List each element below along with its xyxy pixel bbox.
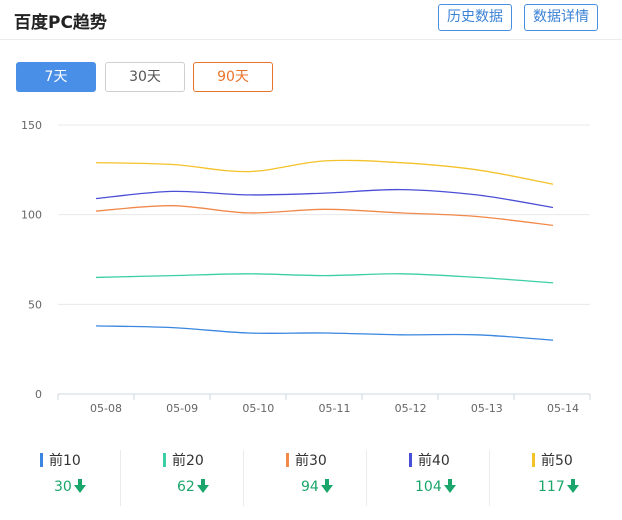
legend-item-top50: 前50 117	[532, 446, 612, 508]
legend-value-number: 104	[415, 479, 442, 495]
x-tick-label: 05-11	[319, 402, 351, 415]
x-tick-label: 05-13	[471, 402, 503, 415]
legend-value-number: 94	[301, 479, 319, 495]
legend-divider	[120, 450, 121, 506]
legend-color-swatch	[163, 453, 166, 467]
x-tick-label: 05-14	[547, 402, 579, 415]
series-line-1	[95, 325, 554, 341]
trend-line-chart: 0 50 100 150 05-08 05-09 05-10 05-11 05-12 05-13 0…	[21, 119, 591, 415]
legend-label: 前40	[418, 453, 450, 469]
legend-item-top20: 前20 62	[163, 446, 243, 508]
page-title: 百度PC趋势	[14, 13, 107, 33]
chart-series	[95, 159, 554, 341]
legend-value-number: 30	[54, 479, 72, 495]
series-line-4	[95, 188, 554, 209]
chart-axes: 0 50 100 150 05-08 05-09 05-10 05-11 05-12 05-13 0…	[21, 119, 591, 415]
legend-color-swatch	[532, 453, 535, 467]
y-tick-label: 0	[35, 388, 42, 401]
tab-7-days[interactable]: 7天	[16, 62, 96, 92]
series-line-2	[95, 273, 554, 284]
legend-value: 62	[177, 479, 209, 495]
chart-grid	[58, 124, 590, 305]
x-tick-label: 05-12	[395, 402, 427, 415]
legend-value-number: 62	[177, 479, 195, 495]
legend-value: 117	[538, 479, 579, 495]
ranking-legend: 前10 30 前20 62 前30 94 前40 104 前50 117	[0, 446, 622, 510]
arrow-down-icon	[196, 479, 209, 493]
legend-divider	[366, 450, 367, 506]
legend-item-top10: 前10 30	[40, 446, 120, 508]
arrow-down-icon	[443, 479, 456, 493]
legend-color-swatch	[40, 453, 43, 467]
x-tick-label: 05-09	[166, 402, 198, 415]
y-tick-label: 100	[21, 209, 42, 222]
legend-item-top40: 前40 104	[409, 446, 489, 508]
arrow-down-icon	[73, 479, 86, 493]
legend-value-number: 117	[538, 479, 565, 495]
legend-value: 104	[415, 479, 456, 495]
tab-30-days[interactable]: 30天	[105, 62, 185, 92]
legend-label: 前10	[49, 453, 81, 469]
data-detail-button[interactable]: 数据详情	[524, 4, 598, 31]
y-tick-label: 50	[28, 298, 42, 311]
header-bar: 百度PC趋势 历史数据 数据详情	[0, 0, 622, 40]
legend-value: 94	[301, 479, 333, 495]
legend-value: 30	[54, 479, 86, 495]
arrow-down-icon	[320, 479, 333, 493]
series-line-5	[95, 159, 554, 185]
legend-divider	[243, 450, 244, 506]
legend-label: 前50	[541, 453, 573, 469]
legend-color-swatch	[286, 453, 289, 467]
legend-label: 前20	[172, 453, 204, 469]
series-line-3	[95, 205, 554, 227]
x-tick-label: 05-08	[90, 402, 122, 415]
tab-90-days[interactable]: 90天	[193, 62, 273, 92]
legend-item-top30: 前30 94	[286, 446, 366, 508]
legend-label: 前30	[295, 453, 327, 469]
legend-color-swatch	[409, 453, 412, 467]
legend-divider	[489, 450, 490, 506]
y-tick-label: 150	[21, 119, 42, 132]
history-data-button[interactable]: 历史数据	[438, 4, 512, 31]
arrow-down-icon	[566, 479, 579, 493]
x-tick-label: 05-10	[242, 402, 274, 415]
